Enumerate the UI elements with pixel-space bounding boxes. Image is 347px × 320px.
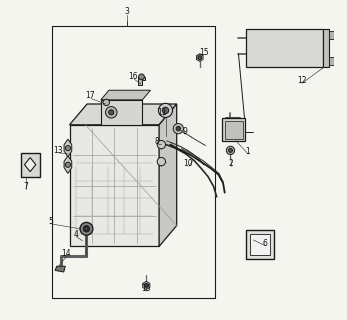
Polygon shape [101, 90, 151, 100]
Polygon shape [69, 104, 177, 125]
Bar [20, 153, 40, 177]
Ellipse shape [103, 99, 110, 106]
Ellipse shape [83, 226, 90, 232]
Text: 16: 16 [129, 72, 138, 81]
Ellipse shape [80, 222, 93, 235]
Bar [225, 121, 243, 139]
Polygon shape [196, 54, 203, 61]
Polygon shape [55, 266, 65, 272]
Ellipse shape [176, 126, 180, 131]
Ellipse shape [159, 103, 172, 117]
Text: 14: 14 [61, 249, 71, 258]
Text: 15: 15 [199, 48, 209, 57]
Polygon shape [64, 156, 72, 173]
Text: 4: 4 [74, 230, 78, 239]
Text: 15: 15 [142, 284, 151, 293]
Ellipse shape [173, 124, 184, 134]
Ellipse shape [162, 107, 169, 114]
Bar [246, 29, 323, 67]
Ellipse shape [144, 284, 148, 287]
Polygon shape [25, 158, 36, 172]
Ellipse shape [65, 146, 70, 151]
Text: 17: 17 [85, 92, 95, 100]
Polygon shape [249, 234, 270, 255]
Bar [329, 57, 335, 65]
Ellipse shape [85, 228, 88, 230]
Text: 12: 12 [297, 76, 306, 85]
Polygon shape [143, 281, 150, 290]
Ellipse shape [109, 110, 114, 115]
Ellipse shape [157, 157, 166, 166]
Text: 10: 10 [183, 159, 193, 168]
Text: 6: 6 [262, 239, 267, 248]
Text: 13: 13 [53, 146, 63, 155]
Polygon shape [64, 139, 72, 157]
Text: 3: 3 [125, 7, 129, 16]
Text: 5: 5 [49, 217, 54, 226]
Bar [246, 230, 274, 259]
Ellipse shape [198, 56, 202, 60]
Ellipse shape [138, 74, 144, 80]
Polygon shape [138, 77, 145, 85]
Ellipse shape [226, 146, 235, 155]
Ellipse shape [105, 107, 117, 118]
Text: 11: 11 [158, 108, 167, 117]
Text: 2: 2 [229, 159, 234, 168]
Text: 8: 8 [154, 137, 159, 146]
Text: 9: 9 [182, 127, 187, 136]
Ellipse shape [65, 162, 70, 167]
Bar [101, 100, 143, 125]
Text: 1: 1 [245, 147, 249, 156]
Text: 7: 7 [23, 182, 28, 191]
Ellipse shape [157, 140, 166, 149]
Bar [329, 31, 335, 39]
Bar [222, 118, 245, 141]
Polygon shape [69, 125, 159, 246]
Ellipse shape [229, 148, 232, 152]
Polygon shape [159, 104, 177, 246]
Bar [323, 29, 329, 67]
